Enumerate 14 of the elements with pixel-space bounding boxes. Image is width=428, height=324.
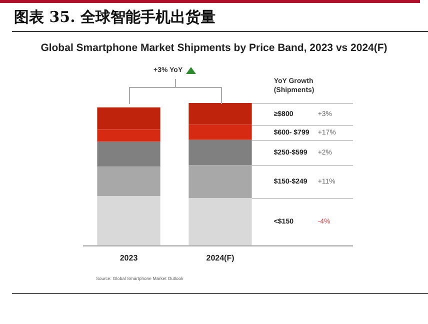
bar [97, 142, 160, 167]
bar [97, 107, 160, 130]
chart-title: 图表 35. 全球智能手机出货量 [14, 8, 216, 27]
bar [97, 166, 160, 196]
bar [188, 140, 252, 166]
bar [188, 165, 252, 198]
chart-subtitle: Global Smartphone Market Shipments by Price Band, 2023 vs 2024(F) [40, 42, 388, 54]
bar [97, 196, 160, 246]
x-tick-label: 2024(F) [206, 253, 235, 262]
x-tick-label: 2023 [120, 253, 138, 262]
bar [97, 129, 160, 142]
bar [188, 124, 252, 140]
bar [188, 103, 252, 125]
bar [188, 198, 252, 246]
